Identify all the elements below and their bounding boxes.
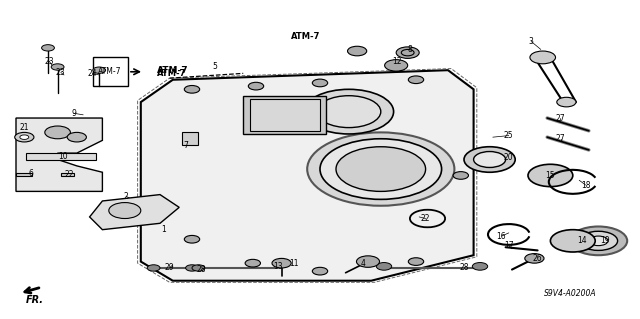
Text: 9: 9	[71, 109, 76, 118]
Circle shape	[525, 254, 544, 263]
Bar	[16, 173, 32, 176]
Text: 28: 28	[197, 265, 206, 274]
Text: 4: 4	[360, 259, 365, 268]
Polygon shape	[26, 153, 96, 160]
Text: 15: 15	[545, 171, 556, 180]
Polygon shape	[90, 195, 179, 230]
Text: 18: 18	[581, 181, 590, 189]
Circle shape	[186, 265, 198, 271]
Text: 19: 19	[600, 236, 610, 245]
Circle shape	[408, 258, 424, 265]
Text: 10: 10	[58, 152, 68, 161]
Text: 17: 17	[504, 241, 514, 250]
Circle shape	[45, 126, 70, 139]
Text: 11: 11	[290, 259, 299, 268]
Circle shape	[51, 64, 64, 70]
Text: 12: 12	[392, 57, 401, 66]
Text: 5: 5	[212, 63, 217, 71]
Text: 3: 3	[529, 37, 534, 46]
Circle shape	[385, 60, 408, 71]
Text: 7: 7	[183, 141, 188, 150]
Text: 29: 29	[164, 263, 175, 272]
Polygon shape	[141, 70, 474, 281]
Circle shape	[589, 236, 608, 246]
Circle shape	[15, 132, 34, 142]
Circle shape	[570, 226, 627, 255]
Text: 26: 26	[532, 254, 543, 263]
Text: FR.: FR.	[26, 295, 44, 305]
Text: 20: 20	[504, 153, 514, 162]
Text: 25: 25	[504, 131, 514, 140]
Circle shape	[336, 147, 426, 191]
Circle shape	[557, 97, 576, 107]
Circle shape	[93, 67, 106, 73]
Text: 6: 6	[28, 169, 33, 178]
Text: ATM-7: ATM-7	[157, 66, 188, 75]
Circle shape	[42, 45, 54, 51]
Circle shape	[550, 230, 595, 252]
Text: 22: 22	[421, 214, 430, 223]
Circle shape	[147, 265, 160, 271]
Circle shape	[184, 85, 200, 93]
Circle shape	[356, 256, 380, 267]
Bar	[93, 57, 128, 86]
Circle shape	[401, 49, 414, 56]
Circle shape	[472, 263, 488, 270]
Circle shape	[245, 259, 260, 267]
Text: 14: 14	[577, 236, 588, 245]
Circle shape	[20, 135, 29, 139]
Circle shape	[67, 132, 86, 142]
Text: 23: 23	[44, 57, 54, 66]
Circle shape	[453, 172, 468, 179]
Circle shape	[317, 96, 381, 128]
Text: 27: 27	[555, 114, 565, 122]
Text: 22: 22	[65, 170, 74, 179]
Circle shape	[192, 265, 205, 271]
Circle shape	[348, 46, 367, 56]
Circle shape	[396, 47, 419, 58]
Bar	[182, 132, 198, 145]
Circle shape	[408, 76, 424, 84]
Text: ATM-7: ATM-7	[99, 67, 122, 76]
Bar	[61, 173, 74, 176]
Circle shape	[474, 152, 506, 167]
Text: 21: 21	[20, 123, 29, 132]
Text: ATM-7: ATM-7	[157, 69, 186, 78]
Text: S9V4-A0200A: S9V4-A0200A	[544, 289, 596, 298]
Text: 2: 2	[124, 192, 129, 201]
Polygon shape	[16, 118, 102, 191]
Circle shape	[312, 79, 328, 87]
Circle shape	[320, 139, 442, 199]
Text: 27: 27	[556, 134, 566, 143]
Bar	[250, 99, 320, 131]
Text: 28: 28	[460, 263, 468, 272]
Circle shape	[184, 235, 200, 243]
Circle shape	[272, 258, 291, 268]
Circle shape	[579, 231, 618, 250]
Circle shape	[307, 132, 454, 206]
Bar	[243, 96, 326, 134]
Text: 16: 16	[496, 232, 506, 241]
Text: 24: 24	[88, 69, 98, 78]
Circle shape	[530, 51, 556, 64]
Text: 8: 8	[407, 45, 412, 54]
Circle shape	[312, 267, 328, 275]
Text: ATM-7: ATM-7	[291, 32, 321, 41]
Text: 1: 1	[161, 225, 166, 234]
Circle shape	[109, 203, 141, 219]
Circle shape	[464, 147, 515, 172]
Circle shape	[528, 164, 573, 187]
Circle shape	[376, 263, 392, 270]
Text: 13: 13	[273, 262, 284, 271]
Text: 23: 23	[56, 68, 66, 77]
Circle shape	[248, 82, 264, 90]
Circle shape	[304, 89, 394, 134]
